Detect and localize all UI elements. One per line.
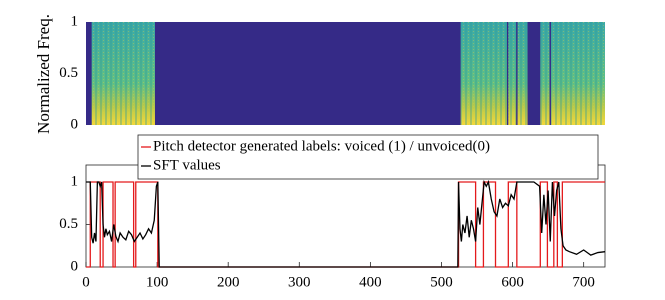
axes-box	[85, 164, 606, 268]
legend-label: SFT values	[153, 157, 221, 173]
x-tick-label: 100	[146, 274, 169, 290]
y-tick-label: 0	[71, 116, 79, 132]
x-tick-label: 200	[217, 274, 240, 290]
voiced-texture	[91, 22, 155, 125]
voiced-texture	[517, 22, 528, 125]
series-line	[86, 181, 605, 268]
y-axis-label: Normalized Freq.	[34, 14, 53, 134]
y-tick-label: 1	[71, 173, 79, 189]
voiced-texture	[508, 22, 517, 125]
x-tick-label: 700	[572, 274, 595, 290]
x-tick-label: 400	[359, 274, 382, 290]
legend-box	[137, 134, 599, 180]
legend-label: Pitch detector generated labels: voiced …	[153, 138, 490, 154]
y-tick-label: 0.5	[59, 65, 78, 81]
y-tick-label: 1	[71, 13, 79, 29]
voiced-texture	[540, 22, 550, 125]
x-tick-label: 600	[501, 274, 524, 290]
x-tick-label: 0	[82, 274, 90, 290]
x-tick-label: 500	[430, 274, 453, 290]
y-tick-label: 0	[71, 258, 79, 274]
voiced-texture	[460, 22, 507, 125]
voiced-texture	[550, 22, 605, 125]
x-tick-label: 300	[288, 274, 311, 290]
series-line	[86, 179, 606, 268]
y-tick-label: 0.5	[59, 216, 78, 232]
